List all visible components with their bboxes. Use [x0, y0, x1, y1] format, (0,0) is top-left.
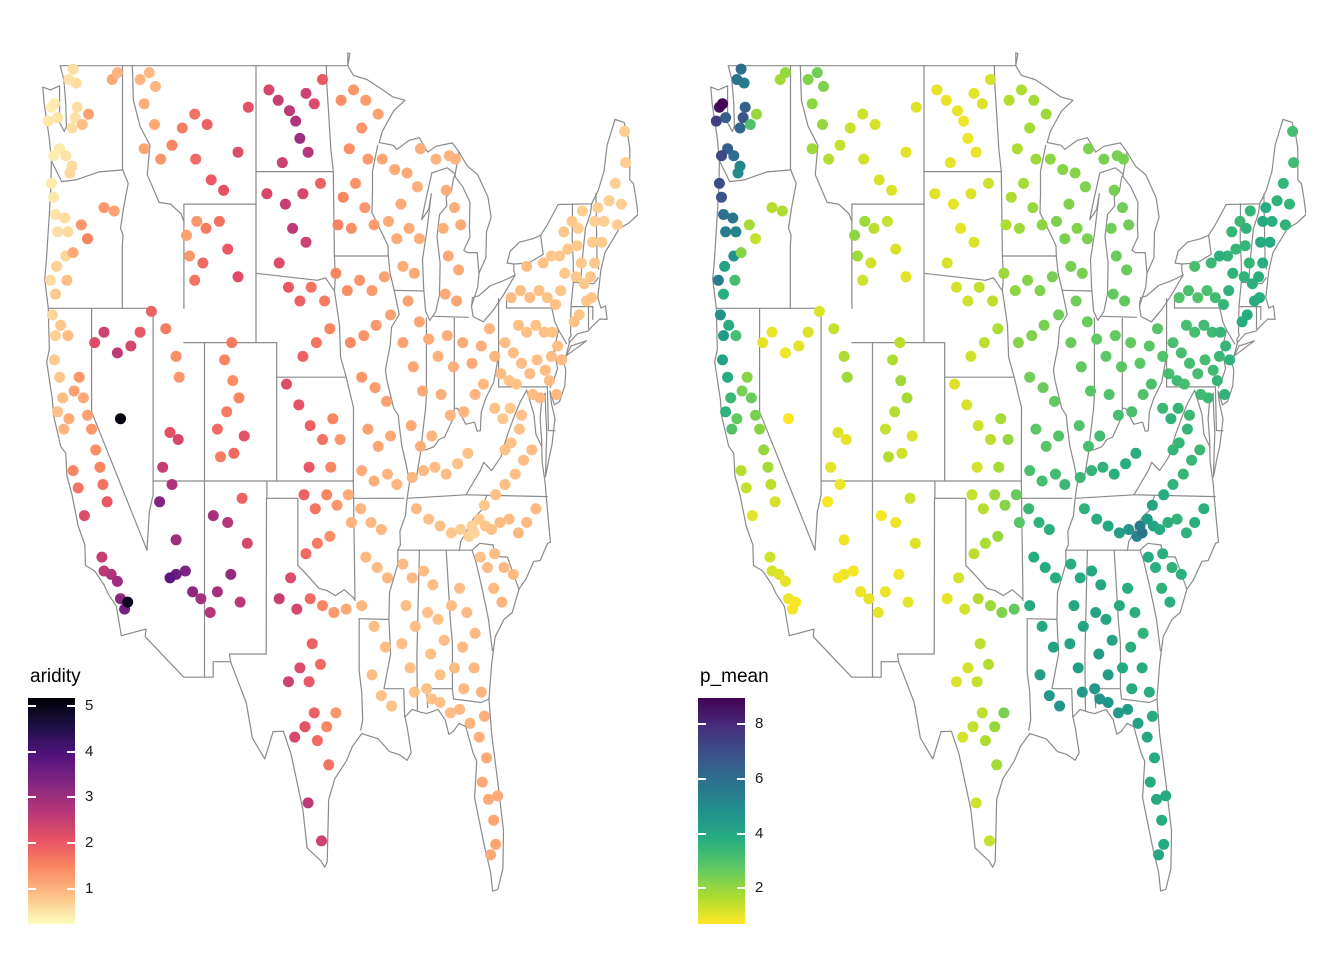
pmean-legend-title: p_mean: [700, 666, 769, 687]
map-aridity: [42, 52, 638, 892]
pmean-legend: p_mean 8 6 4 2: [698, 666, 818, 924]
legend-tick-label: 2: [755, 879, 764, 897]
aridity-colorbar: 5 4 3 2 1: [28, 697, 93, 924]
legend-tick-mark: [737, 777, 745, 780]
legend-tick-mark: [28, 750, 36, 753]
legend-tick-mark: [698, 777, 706, 780]
legend-tick-mark: [698, 832, 706, 835]
legend-tick-mark: [698, 887, 706, 890]
legend-tick-mark: [67, 887, 75, 890]
pmean-colorbar: 8 6 4 2: [698, 698, 763, 924]
legend-tick-mark: [698, 723, 706, 726]
legend-tick-label: 2: [85, 834, 94, 852]
legend-tick-mark: [28, 704, 36, 707]
legend-tick-mark: [67, 750, 75, 753]
gauge-points-pmean: [710, 63, 1300, 861]
legend-tick-mark: [28, 842, 36, 845]
gauge-points-aridity: [42, 63, 632, 861]
legend-tick-mark: [67, 842, 75, 845]
state-boundaries: [42, 52, 638, 892]
legend-tick-label: 3: [85, 788, 94, 806]
map-pmean: [710, 52, 1306, 892]
legend-tick-mark: [737, 832, 745, 835]
legend-tick-label: 8: [755, 715, 764, 733]
legend-tick-label: 4: [755, 824, 764, 842]
legend-tick-mark: [737, 887, 745, 890]
aridity-legend: aridity 5 4 3 2 1: [28, 666, 148, 924]
legend-tick-label: 1: [85, 879, 94, 897]
legend-tick-mark: [737, 723, 745, 726]
legend-tick-mark: [28, 887, 36, 890]
legend-tick-mark: [67, 704, 75, 707]
legend-tick-label: 5: [85, 696, 94, 714]
state-boundaries: [710, 52, 1306, 892]
legend-tick-mark: [28, 796, 36, 799]
legend-tick-mark: [67, 796, 75, 799]
legend-tick-label: 4: [85, 742, 94, 760]
legend-tick-label: 6: [755, 769, 764, 787]
aridity-legend-title: aridity: [30, 666, 81, 687]
